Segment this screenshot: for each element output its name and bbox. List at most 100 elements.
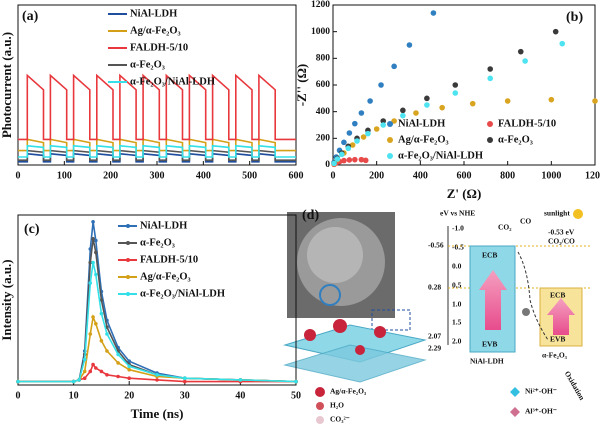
legend-label: α-Fe₂O₃ xyxy=(130,59,165,70)
band-label: ECB xyxy=(482,251,497,260)
point xyxy=(341,139,347,146)
marker xyxy=(99,311,104,316)
y-tick-label: 600 xyxy=(316,80,331,90)
marker xyxy=(82,369,87,374)
marker xyxy=(127,364,131,369)
line xyxy=(18,144,296,158)
band-label: EVB xyxy=(482,340,497,349)
crystal-layer xyxy=(283,344,427,383)
gas-label: CO xyxy=(520,217,531,226)
ag-particle xyxy=(304,329,316,341)
point xyxy=(592,98,598,104)
legend-label: α-Fe₂O₃ xyxy=(140,237,175,248)
tick-label: -0.5 xyxy=(452,243,464,252)
legend-label: NiAl-LDH xyxy=(140,220,187,231)
point xyxy=(424,95,430,102)
ag-particle xyxy=(374,326,386,338)
legend-icon xyxy=(510,387,520,397)
point xyxy=(548,96,555,103)
plot-frame xyxy=(17,214,297,386)
legend-swatch xyxy=(387,153,393,159)
marker xyxy=(99,339,104,343)
point xyxy=(349,142,356,148)
sunlight-label: sunlight xyxy=(544,209,570,218)
point xyxy=(358,156,365,163)
x-axis-label: Z' (Ω) xyxy=(447,186,482,201)
level-label: -0.56 xyxy=(428,241,444,250)
marker xyxy=(94,250,98,255)
marker xyxy=(88,369,93,374)
marker xyxy=(183,376,187,381)
point xyxy=(469,100,476,107)
panel-label: (c) xyxy=(24,222,40,237)
marker xyxy=(99,298,104,302)
point xyxy=(346,130,353,136)
marker xyxy=(116,361,120,365)
point xyxy=(380,122,387,128)
point xyxy=(517,48,524,55)
x-tick-label: 800 xyxy=(500,170,515,181)
marker xyxy=(88,260,93,265)
marker xyxy=(94,366,98,370)
point xyxy=(400,107,406,114)
legend-swatch xyxy=(487,121,493,127)
point xyxy=(487,66,494,72)
legend-label: FALDH-5/10 xyxy=(130,42,188,53)
legend-text: Ag/α-Fe₂O₃ xyxy=(330,387,367,396)
marker xyxy=(294,379,298,384)
marker xyxy=(127,359,131,364)
level-label: 2.29 xyxy=(428,344,441,353)
marker xyxy=(77,378,81,382)
legend-text: CO₃²⁻ xyxy=(330,415,350,424)
y-axis-label: -Z'' (Ω) xyxy=(294,64,309,107)
x-tick-label: 1200 xyxy=(585,170,600,181)
marker xyxy=(99,369,104,374)
panel-label: (d) xyxy=(302,208,319,223)
marker xyxy=(88,281,93,285)
tick-label: 2.0 xyxy=(452,337,462,346)
y-tick-label: 400 xyxy=(316,107,331,117)
marker xyxy=(91,220,95,224)
legend-icon xyxy=(315,387,325,397)
y-tick-label: 0 xyxy=(325,160,330,170)
legend-label: α-Fe₂O₃ xyxy=(498,134,533,145)
marker xyxy=(91,315,95,319)
marker xyxy=(16,379,20,384)
redox-label: -0.53 eV xyxy=(548,228,575,237)
gas-label: CO₂ xyxy=(498,223,512,232)
marker xyxy=(127,367,131,372)
point xyxy=(391,63,397,70)
legend-icon xyxy=(316,416,324,424)
redox-label: CO₂/CO xyxy=(548,237,575,246)
legend-text: Al³⁺-OH⁻ xyxy=(525,407,557,416)
point xyxy=(365,130,371,137)
zoom-circle xyxy=(319,284,341,306)
x-tick-label: 10 xyxy=(69,390,79,401)
panel-d: Ag/α-Fe₂O₃ H₂O CO₃²⁻ Ni²⁺-OH⁻ Al³⁺-OH⁻ (… xyxy=(283,208,590,424)
point xyxy=(345,145,352,152)
point xyxy=(452,90,459,96)
tick-label: 0.5 xyxy=(452,281,462,290)
marker xyxy=(155,378,159,382)
point xyxy=(559,40,566,47)
point xyxy=(487,75,494,82)
point xyxy=(380,118,387,124)
y-axis-label: Intensity (a.u.) xyxy=(0,259,14,340)
legend-swatch xyxy=(126,258,130,262)
transfer-path xyxy=(517,251,549,341)
x-tick-label: 200 xyxy=(103,170,118,181)
legend-label: FALDH-5/10 xyxy=(498,118,556,129)
legend-label: Ag/α-Fe₂O₃ xyxy=(130,25,181,36)
legend-swatch xyxy=(126,292,130,296)
point xyxy=(522,58,528,64)
x-tick-label: 400 xyxy=(413,170,428,181)
x-tick-label: 1000 xyxy=(541,170,561,181)
marker xyxy=(105,349,109,353)
marker xyxy=(105,332,109,336)
point xyxy=(360,134,367,140)
point xyxy=(362,157,369,164)
band-label: EVB xyxy=(550,335,565,344)
marker xyxy=(127,376,131,381)
legend-text: Ni²⁺-OH⁻ xyxy=(525,387,557,396)
legend-label: NiAl-LDH xyxy=(398,118,445,129)
